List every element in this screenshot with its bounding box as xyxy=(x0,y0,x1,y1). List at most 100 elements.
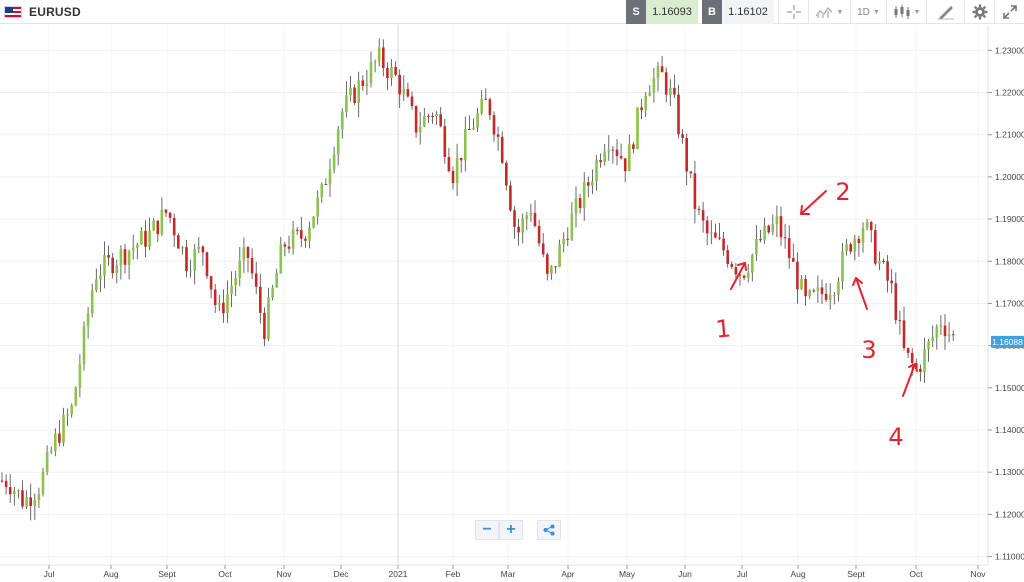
candle-down xyxy=(587,182,590,186)
candle-down xyxy=(849,244,852,252)
instrument-label[interactable]: EURUSD xyxy=(0,0,81,24)
candle-down xyxy=(459,157,463,161)
candle-down xyxy=(882,260,885,262)
candle-up xyxy=(476,113,479,128)
current-price-tag xyxy=(991,335,1024,348)
candle-up xyxy=(312,216,315,228)
chart-grid xyxy=(0,25,988,565)
candle-down xyxy=(295,229,299,231)
candle-down xyxy=(787,238,791,259)
chart-type-button[interactable]: ▼ xyxy=(886,0,926,24)
candle-up xyxy=(267,297,270,340)
candle-down xyxy=(29,497,32,507)
candle-down xyxy=(386,67,389,78)
share-button[interactable] xyxy=(537,520,561,540)
candle-down xyxy=(783,237,787,239)
candle-down xyxy=(910,352,914,363)
candle-down xyxy=(509,185,512,211)
zoom-in-button[interactable]: + xyxy=(499,520,523,540)
candle-up xyxy=(816,287,820,292)
buy-price: 1.16102 xyxy=(722,0,774,24)
candle-up xyxy=(226,294,229,314)
candle-up xyxy=(54,433,57,452)
candle-up xyxy=(95,279,98,291)
candle-down xyxy=(623,158,627,172)
y-tick-label: 1.14000 xyxy=(995,425,1024,435)
candle-down xyxy=(287,246,291,249)
candle-down xyxy=(726,250,729,264)
candle-up xyxy=(558,244,561,267)
candle-up xyxy=(115,265,119,274)
sell-price: 1.16093 xyxy=(646,0,698,24)
candle-down xyxy=(566,238,570,240)
candle-up xyxy=(78,364,82,388)
candle-up xyxy=(328,169,332,185)
candle-up xyxy=(435,114,438,117)
candle-down xyxy=(578,198,582,209)
x-tick-label: Jun xyxy=(678,569,692,579)
crosshair-button[interactable] xyxy=(778,0,808,24)
candle-up xyxy=(316,197,319,217)
annotation-arrowhead xyxy=(737,262,747,271)
instrument-symbol: EURUSD xyxy=(29,4,81,19)
candle-up xyxy=(218,302,221,305)
settings-button[interactable] xyxy=(964,0,994,24)
candle-down xyxy=(546,254,549,274)
candle-up xyxy=(636,107,639,150)
crosshair-icon xyxy=(786,5,801,19)
current-price-label: 1.16088 xyxy=(992,337,1023,347)
candle-up xyxy=(41,471,45,494)
buy-button[interactable]: B 1.16102 xyxy=(702,0,774,24)
candle-down xyxy=(615,149,619,157)
candle-down xyxy=(759,239,762,241)
candle-up xyxy=(320,184,324,198)
candle-down xyxy=(677,94,680,135)
candle-down xyxy=(734,267,738,275)
candle-up xyxy=(140,230,143,245)
price-chart-canvas[interactable]: 1.23000 1.22000 1.21000 1.20000 1.19000 1.180… xyxy=(0,25,1024,582)
x-tick-label: Oct xyxy=(909,569,923,579)
zoom-out-button[interactable]: − xyxy=(475,520,499,540)
candle-up xyxy=(755,239,758,255)
candle-down xyxy=(8,487,12,495)
annotation-arrow xyxy=(902,363,916,397)
candle-down xyxy=(705,220,709,234)
candle-down xyxy=(869,222,873,231)
sell-tag: S xyxy=(626,0,646,24)
candle-down xyxy=(554,266,557,268)
candle-down xyxy=(722,238,725,251)
candle-up xyxy=(570,213,574,240)
drawing-pen-icon xyxy=(937,6,954,20)
candle-down xyxy=(685,138,688,172)
candle-down xyxy=(21,490,24,507)
candle-up xyxy=(197,246,201,250)
annotation-arrow xyxy=(855,277,868,310)
candle-up xyxy=(377,47,381,62)
sell-button[interactable]: S 1.16093 xyxy=(626,0,698,24)
chevron-down-icon: ▼ xyxy=(836,8,844,16)
drawing-tools-button[interactable] xyxy=(926,0,964,24)
candle-up xyxy=(66,414,69,416)
candle-down xyxy=(619,156,623,159)
y-tick-label: 1.15000 xyxy=(995,383,1024,393)
candle-up xyxy=(234,278,237,286)
x-tick-label: Aug xyxy=(790,569,805,579)
candle-up xyxy=(746,272,750,278)
compare-button[interactable]: ▼ xyxy=(808,0,850,24)
candle-up xyxy=(103,255,106,276)
candle-down xyxy=(906,348,910,353)
candle-up xyxy=(939,325,943,328)
price-chart[interactable]: 1.23000 1.22000 1.21000 1.20000 1.19000 1.180… xyxy=(0,25,1024,582)
y-tick-label: 1.18000 xyxy=(995,256,1024,266)
candle-up xyxy=(669,87,672,95)
candle-down xyxy=(537,225,541,244)
candle-down xyxy=(410,96,414,107)
timeframe-select[interactable]: 1D ▼ xyxy=(850,0,886,24)
candle-up xyxy=(480,98,483,114)
candle-down xyxy=(812,290,816,292)
fullscreen-button[interactable] xyxy=(994,0,1024,24)
candle-down xyxy=(431,116,434,118)
candle-up xyxy=(935,327,939,338)
candle-down xyxy=(254,273,258,287)
candle-down xyxy=(172,217,176,236)
